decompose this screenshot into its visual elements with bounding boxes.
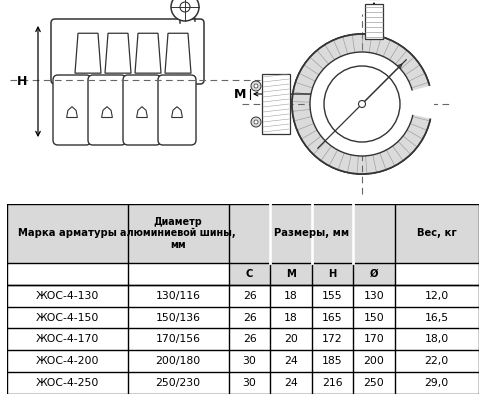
Text: 155: 155 [322, 291, 343, 301]
Text: Н: Н [329, 269, 337, 279]
Text: ЖОС-4-130: ЖОС-4-130 [35, 291, 99, 301]
Text: 18: 18 [284, 291, 298, 301]
Wedge shape [292, 34, 431, 174]
Text: 29,0: 29,0 [425, 378, 449, 388]
Text: 22,0: 22,0 [425, 356, 449, 366]
Text: М: М [286, 269, 296, 279]
Text: 170: 170 [364, 334, 384, 345]
Text: 16,5: 16,5 [425, 312, 449, 322]
Text: 250/230: 250/230 [156, 378, 201, 388]
Text: 24: 24 [284, 356, 298, 366]
Text: Диаметр
алюминиевой шины,
мм: Диаметр алюминиевой шины, мм [121, 217, 236, 250]
FancyBboxPatch shape [7, 204, 479, 394]
Text: ЖОС-4-250: ЖОС-4-250 [35, 378, 99, 388]
Text: H: H [17, 75, 27, 88]
Polygon shape [67, 107, 77, 118]
Text: 165: 165 [322, 312, 343, 322]
Text: 170/156: 170/156 [156, 334, 201, 345]
Circle shape [254, 120, 258, 124]
Polygon shape [105, 33, 131, 73]
Text: 130: 130 [364, 291, 384, 301]
Text: 30: 30 [243, 356, 257, 366]
Text: 200: 200 [364, 356, 384, 366]
Circle shape [310, 52, 414, 156]
Text: Ø: Ø [370, 269, 378, 279]
FancyBboxPatch shape [262, 74, 290, 134]
FancyBboxPatch shape [229, 263, 395, 285]
Text: 185: 185 [322, 356, 343, 366]
FancyBboxPatch shape [7, 204, 479, 263]
Text: 200/180: 200/180 [156, 356, 201, 366]
FancyBboxPatch shape [158, 75, 196, 145]
Text: Марка арматуры: Марка арматуры [18, 228, 117, 238]
Circle shape [292, 34, 432, 174]
Text: 30: 30 [243, 378, 257, 388]
Polygon shape [165, 33, 191, 73]
Circle shape [251, 117, 261, 127]
Text: ЖОС-4-200: ЖОС-4-200 [35, 356, 99, 366]
Text: 250: 250 [364, 378, 384, 388]
Circle shape [254, 84, 258, 88]
Text: С: С [246, 269, 253, 279]
Circle shape [251, 81, 261, 91]
Circle shape [359, 101, 365, 107]
Text: 12,0: 12,0 [425, 291, 449, 301]
Text: 172: 172 [322, 334, 343, 345]
Circle shape [171, 0, 199, 21]
Text: M: M [234, 88, 246, 101]
Text: 26: 26 [243, 312, 257, 322]
Text: 150: 150 [364, 312, 384, 322]
Text: ЖОС-4-170: ЖОС-4-170 [35, 334, 99, 345]
Text: 130/116: 130/116 [156, 291, 201, 301]
Polygon shape [137, 107, 147, 118]
Text: 18,0: 18,0 [425, 334, 449, 345]
Circle shape [180, 2, 190, 12]
FancyBboxPatch shape [365, 4, 383, 39]
Polygon shape [135, 33, 161, 73]
Text: ЖОС-4-150: ЖОС-4-150 [35, 312, 99, 322]
Polygon shape [102, 107, 112, 118]
Circle shape [324, 66, 400, 142]
FancyBboxPatch shape [53, 75, 91, 145]
Text: Размеры, мм: Размеры, мм [274, 228, 349, 238]
FancyBboxPatch shape [51, 19, 204, 84]
Text: 216: 216 [322, 378, 343, 388]
Wedge shape [411, 89, 434, 119]
Text: 20: 20 [284, 334, 298, 345]
Text: 150/136: 150/136 [156, 312, 201, 322]
Wedge shape [410, 86, 434, 116]
Polygon shape [75, 33, 101, 73]
Text: 18: 18 [284, 312, 298, 322]
FancyBboxPatch shape [88, 75, 126, 145]
Text: Вес, кг: Вес, кг [417, 228, 457, 238]
Text: 24: 24 [284, 378, 298, 388]
Polygon shape [172, 107, 182, 118]
Text: 26: 26 [243, 334, 257, 345]
FancyBboxPatch shape [123, 75, 161, 145]
Text: 26: 26 [243, 291, 257, 301]
